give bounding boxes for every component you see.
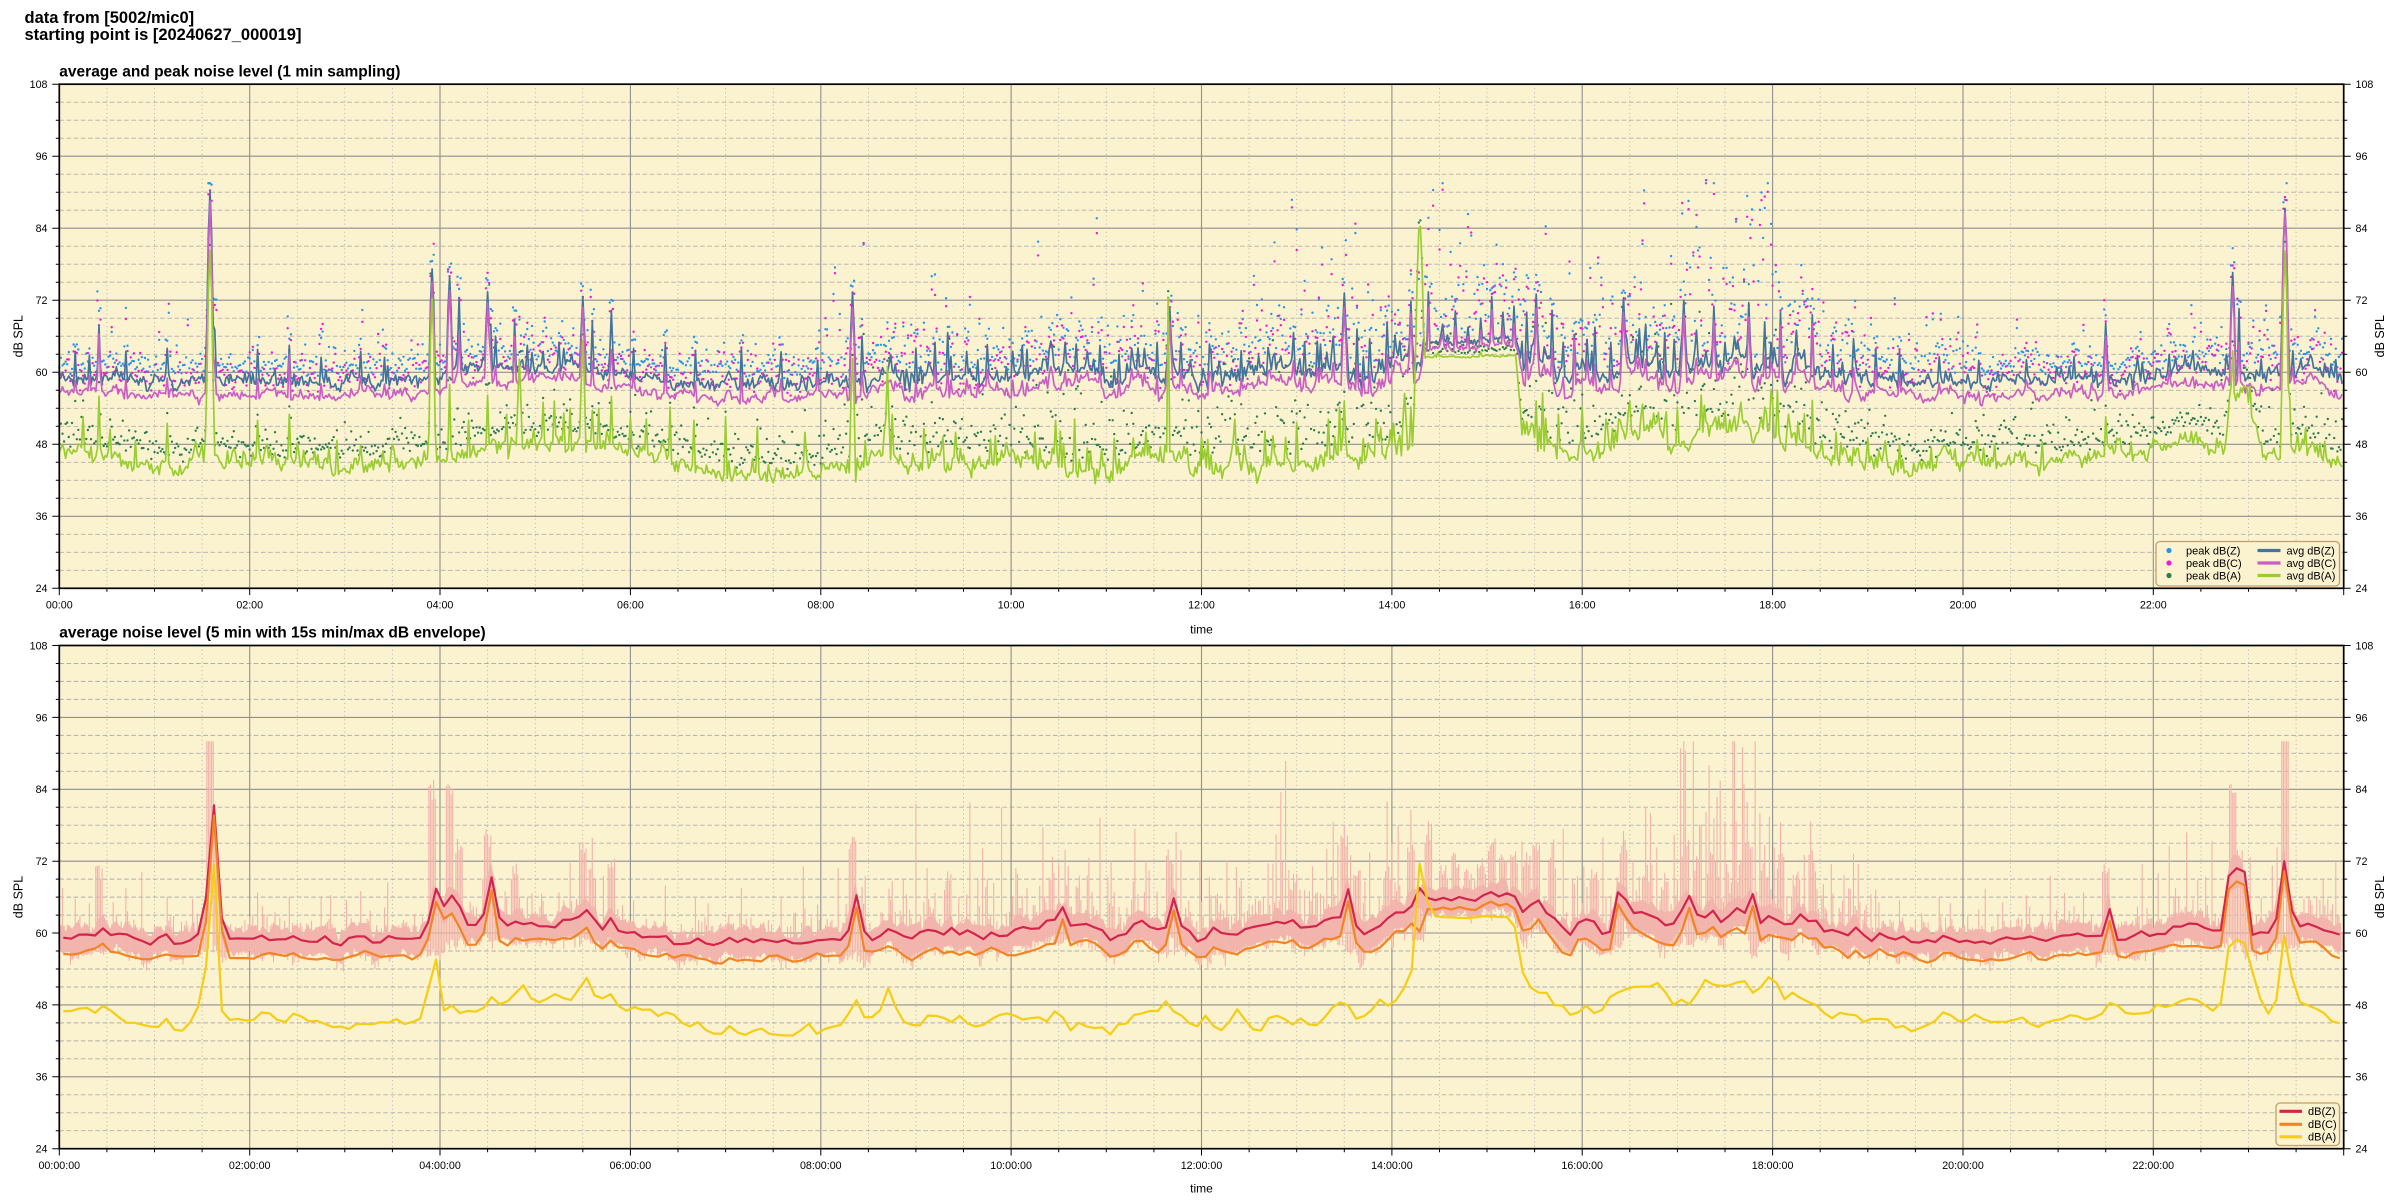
svg-text:02:00:00: 02:00:00 bbox=[229, 1160, 271, 1172]
svg-text:24: 24 bbox=[36, 583, 48, 595]
svg-text:36: 36 bbox=[2356, 1072, 2368, 1084]
svg-text:84: 84 bbox=[36, 784, 48, 796]
svg-text:starting point is [20240627_00: starting point is [20240627_000019] bbox=[25, 26, 302, 44]
svg-text:72: 72 bbox=[36, 856, 48, 868]
svg-text:108: 108 bbox=[30, 79, 48, 91]
svg-text:dB SPL: dB SPL bbox=[12, 315, 26, 357]
svg-text:18:00:00: 18:00:00 bbox=[1752, 1160, 1794, 1172]
svg-text:16:00:00: 16:00:00 bbox=[1561, 1160, 1603, 1172]
svg-text:36: 36 bbox=[2356, 511, 2368, 523]
svg-text:avg dB(C): avg dB(C) bbox=[2287, 558, 2337, 570]
svg-text:84: 84 bbox=[2356, 784, 2368, 796]
svg-text:24: 24 bbox=[36, 1144, 48, 1156]
svg-text:72: 72 bbox=[2356, 295, 2368, 307]
svg-text:96: 96 bbox=[36, 151, 48, 163]
svg-text:20:00:00: 20:00:00 bbox=[1942, 1160, 1984, 1172]
svg-text:06:00: 06:00 bbox=[617, 600, 644, 612]
svg-text:96: 96 bbox=[36, 712, 48, 724]
svg-text:24: 24 bbox=[2356, 1144, 2368, 1156]
svg-text:avg dB(A): avg dB(A) bbox=[2287, 570, 2336, 582]
svg-text:36: 36 bbox=[36, 511, 48, 523]
svg-text:60: 60 bbox=[36, 367, 48, 379]
svg-text:60: 60 bbox=[2356, 367, 2368, 379]
svg-text:00:00:00: 00:00:00 bbox=[38, 1160, 80, 1172]
svg-text:average noise level (5 min wit: average noise level (5 min with 15s min/… bbox=[59, 625, 485, 642]
svg-text:16:00: 16:00 bbox=[1569, 600, 1596, 612]
svg-text:18:00: 18:00 bbox=[1759, 600, 1786, 612]
svg-text:108: 108 bbox=[30, 640, 48, 652]
svg-text:dB(C): dB(C) bbox=[2308, 1119, 2337, 1131]
svg-text:02:00: 02:00 bbox=[236, 600, 263, 612]
svg-text:20:00: 20:00 bbox=[1950, 600, 1977, 612]
svg-text:08:00: 08:00 bbox=[807, 600, 834, 612]
svg-text:10:00: 10:00 bbox=[998, 600, 1025, 612]
svg-text:108: 108 bbox=[2356, 640, 2374, 652]
svg-text:60: 60 bbox=[36, 928, 48, 940]
svg-text:time: time bbox=[1190, 1182, 1213, 1196]
svg-text:14:00: 14:00 bbox=[1379, 600, 1406, 612]
svg-text:avg dB(Z): avg dB(Z) bbox=[2287, 545, 2335, 557]
svg-text:24: 24 bbox=[2356, 583, 2368, 595]
svg-text:04:00: 04:00 bbox=[427, 600, 454, 612]
svg-text:08:00:00: 08:00:00 bbox=[800, 1160, 842, 1172]
svg-text:72: 72 bbox=[36, 295, 48, 307]
svg-text:12:00: 12:00 bbox=[1188, 600, 1215, 612]
svg-text:22:00: 22:00 bbox=[2140, 600, 2167, 612]
svg-text:72: 72 bbox=[2356, 856, 2368, 868]
svg-text:peak dB(C): peak dB(C) bbox=[2186, 558, 2242, 570]
svg-text:36: 36 bbox=[36, 1072, 48, 1084]
svg-text:time: time bbox=[1190, 623, 1213, 637]
svg-text:10:00:00: 10:00:00 bbox=[990, 1160, 1032, 1172]
svg-text:dB SPL: dB SPL bbox=[2373, 315, 2387, 357]
svg-text:peak dB(A): peak dB(A) bbox=[2186, 570, 2241, 582]
svg-text:dB(Z): dB(Z) bbox=[2308, 1106, 2336, 1118]
svg-text:14:00:00: 14:00:00 bbox=[1371, 1160, 1413, 1172]
svg-text:84: 84 bbox=[36, 223, 48, 235]
svg-text:108: 108 bbox=[2356, 79, 2374, 91]
svg-text:dB(A): dB(A) bbox=[2308, 1132, 2336, 1144]
svg-text:22:00:00: 22:00:00 bbox=[2132, 1160, 2174, 1172]
svg-text:60: 60 bbox=[2356, 928, 2368, 940]
svg-text:average and peak noise level (: average and peak noise level (1 min samp… bbox=[59, 64, 400, 81]
svg-text:96: 96 bbox=[2356, 712, 2368, 724]
svg-text:00:00: 00:00 bbox=[46, 600, 73, 612]
svg-text:12:00:00: 12:00:00 bbox=[1181, 1160, 1223, 1172]
svg-text:peak dB(Z): peak dB(Z) bbox=[2186, 545, 2240, 557]
svg-text:04:00:00: 04:00:00 bbox=[419, 1160, 461, 1172]
svg-text:48: 48 bbox=[36, 1000, 48, 1012]
svg-text:84: 84 bbox=[2356, 223, 2368, 235]
svg-text:06:00:00: 06:00:00 bbox=[610, 1160, 652, 1172]
svg-text:dB SPL: dB SPL bbox=[12, 876, 26, 918]
svg-text:data from [5002/mic0]: data from [5002/mic0] bbox=[25, 9, 195, 27]
svg-text:48: 48 bbox=[2356, 439, 2368, 451]
svg-text:dB SPL: dB SPL bbox=[2373, 876, 2387, 918]
svg-text:96: 96 bbox=[2356, 151, 2368, 163]
svg-text:48: 48 bbox=[36, 439, 48, 451]
svg-text:48: 48 bbox=[2356, 1000, 2368, 1012]
